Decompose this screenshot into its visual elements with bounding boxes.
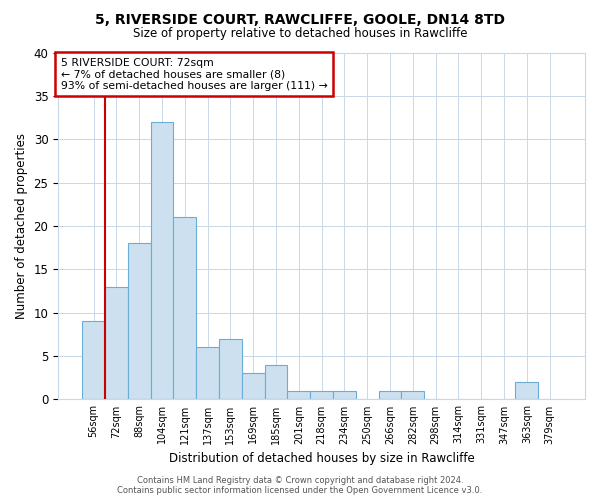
Bar [515,382,538,400]
Text: 5, RIVERSIDE COURT, RAWCLIFFE, GOOLE, DN14 8TD: 5, RIVERSIDE COURT, RAWCLIFFE, GOOLE, DN… [95,12,505,26]
Bar [287,391,310,400]
Bar [379,391,401,400]
Bar [196,348,219,400]
Text: 5 RIVERSIDE COURT: 72sqm
← 7% of detached houses are smaller (8)
93% of semi-det: 5 RIVERSIDE COURT: 72sqm ← 7% of detache… [61,58,328,91]
Bar [151,122,173,400]
Text: Size of property relative to detached houses in Rawcliffe: Size of property relative to detached ho… [133,28,467,40]
Bar [173,218,196,400]
Text: Contains HM Land Registry data © Crown copyright and database right 2024.
Contai: Contains HM Land Registry data © Crown c… [118,476,482,495]
Bar [265,364,287,400]
Bar [219,338,242,400]
Y-axis label: Number of detached properties: Number of detached properties [15,133,28,319]
Bar [82,322,105,400]
Bar [401,391,424,400]
Bar [310,391,333,400]
Bar [242,374,265,400]
Bar [128,244,151,400]
Bar [105,286,128,400]
X-axis label: Distribution of detached houses by size in Rawcliffe: Distribution of detached houses by size … [169,452,475,465]
Bar [333,391,356,400]
